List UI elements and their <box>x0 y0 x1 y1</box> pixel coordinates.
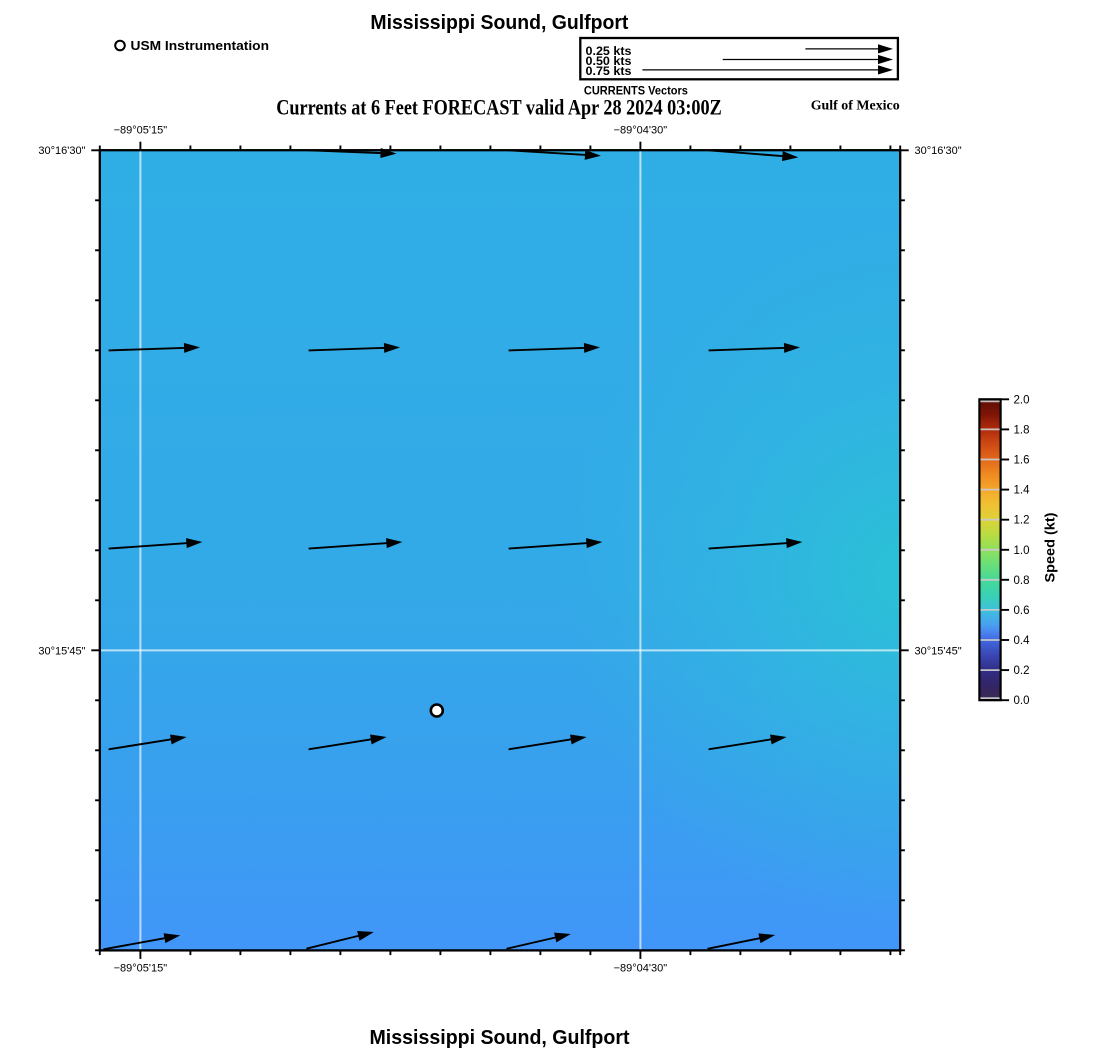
svg-text:−89°05'15": −89°05'15" <box>114 125 168 137</box>
svg-text:1.0: 1.0 <box>1014 545 1030 557</box>
svg-text:1.2: 1.2 <box>1014 515 1030 527</box>
svg-text:USM Instrumentation: USM Instrumentation <box>131 38 270 53</box>
svg-text:30°16'30": 30°16'30" <box>38 145 85 157</box>
svg-text:−89°04'30": −89°04'30" <box>614 963 668 975</box>
svg-text:−89°04'30": −89°04'30" <box>614 125 668 137</box>
svg-text:CURRENTS Vectors: CURRENTS Vectors <box>584 84 688 98</box>
svg-text:Mississippi Sound, Gulfport: Mississippi Sound, Gulfport <box>370 1027 630 1049</box>
svg-text:30°15'45": 30°15'45" <box>38 645 85 657</box>
svg-text:Speed (kt): Speed (kt) <box>1042 513 1058 583</box>
svg-text:0.75 kts: 0.75 kts <box>586 64 632 78</box>
svg-text:30°15'45": 30°15'45" <box>915 645 962 657</box>
svg-text:0.0: 0.0 <box>1014 695 1030 707</box>
svg-text:30°16'30": 30°16'30" <box>915 145 962 157</box>
svg-text:0.4: 0.4 <box>1014 635 1031 647</box>
svg-text:0.25 kts: 0.25 kts <box>586 44 632 58</box>
svg-text:Gulf of Mexico: Gulf of Mexico <box>811 99 900 114</box>
svg-text:−89°05'15": −89°05'15" <box>114 963 168 975</box>
svg-text:1.6: 1.6 <box>1014 455 1030 467</box>
svg-text:0.6: 0.6 <box>1014 605 1030 617</box>
svg-text:Currents at 6 Feet FORECAST va: Currents at 6 Feet FORECAST valid Apr 28… <box>276 95 722 120</box>
svg-text:2.0: 2.0 <box>1014 394 1030 406</box>
svg-text:0.2: 0.2 <box>1014 665 1030 677</box>
svg-text:0.8: 0.8 <box>1014 575 1030 587</box>
svg-text:1.8: 1.8 <box>1014 424 1030 436</box>
svg-text:1.4: 1.4 <box>1014 485 1031 497</box>
svg-text:0.50 kts: 0.50 kts <box>586 54 632 68</box>
svg-text:Mississippi Sound, Gulfport: Mississippi Sound, Gulfport <box>370 12 628 34</box>
